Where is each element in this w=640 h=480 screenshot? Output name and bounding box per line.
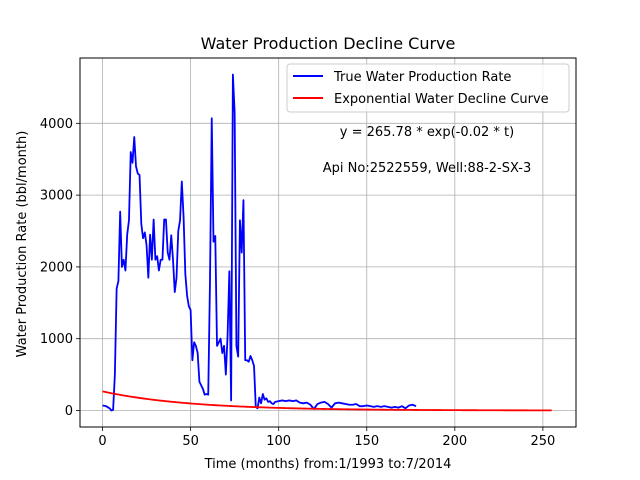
x-tick-label: 0 [98, 434, 106, 449]
y-tick-label: 0 [65, 404, 73, 419]
x-tick-label: 200 [442, 434, 467, 449]
plot-area [102, 73, 552, 412]
y-axis-label: Water Production Rate (bbl/month) [15, 131, 30, 358]
x-tick-label: 50 [182, 434, 199, 449]
axes-frame [79, 57, 577, 428]
grid-lines [80, 58, 576, 427]
chart-title: Water Production Decline Curve [201, 34, 456, 53]
x-axis-label: Time (months) from:1/1993 to:7/2014 [204, 457, 452, 472]
well-annotation: Api No:2522559, Well:88-2-SX-3 [323, 161, 531, 176]
series-line-exponential [102, 390, 552, 412]
legend-label-exponential: Exponential Water Decline Curve [334, 92, 549, 107]
series-line-true-rate [102, 73, 417, 412]
legend: True Water Production Rate Exponential W… [286, 63, 570, 113]
y-tick-label: 4000 [40, 117, 73, 132]
legend-label-true-rate: True Water Production Rate [333, 70, 511, 85]
y-tick-label: 1000 [40, 332, 73, 347]
legend-box [286, 63, 570, 113]
y-axis-ticks: 0 1000 2000 3000 4000 [40, 117, 80, 419]
x-axis-ticks: 0 50 100 150 200 250 [98, 427, 555, 449]
equation-annotation: y = 265.78 * exp(-0.02 * t) [340, 125, 514, 140]
y-tick-label: 3000 [40, 189, 73, 204]
y-tick-label: 2000 [40, 260, 73, 275]
x-tick-label: 150 [354, 434, 379, 449]
x-tick-label: 250 [530, 434, 555, 449]
x-tick-label: 100 [266, 434, 291, 449]
